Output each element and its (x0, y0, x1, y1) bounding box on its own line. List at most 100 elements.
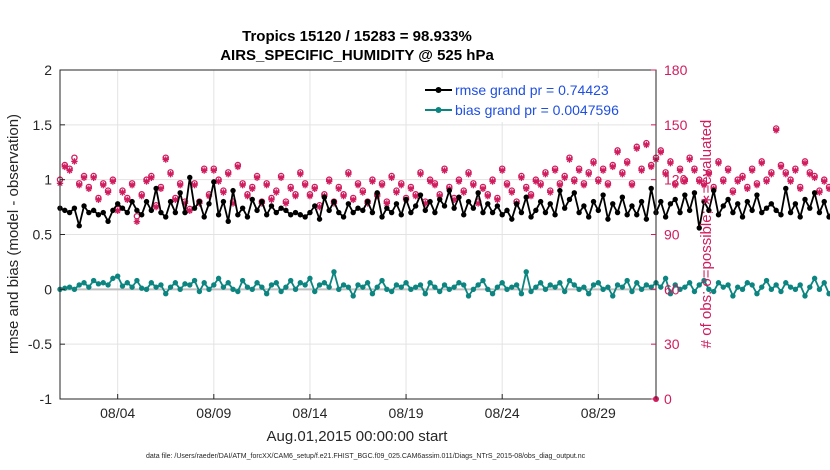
rmse-marker (134, 207, 140, 214)
y2-tick-label: 0 (664, 391, 672, 407)
obs-evaluated-marker (460, 189, 467, 196)
obs-evaluated-marker (200, 167, 208, 174)
bias-marker (624, 277, 630, 284)
bias-marker (797, 282, 803, 288)
obs-evaluated-marker (811, 174, 818, 182)
obs-evaluated-marker (638, 167, 645, 174)
asterisk-stroke (787, 178, 794, 185)
bias-marker (504, 286, 510, 293)
obs-evaluated-marker (128, 181, 136, 189)
bias-marker (821, 280, 827, 286)
rmse-marker (797, 214, 803, 220)
rmse-marker (288, 212, 294, 218)
bias-marker (225, 280, 231, 286)
rmse-marker (355, 205, 361, 211)
rmse-marker (465, 198, 472, 205)
bias-marker (230, 286, 236, 293)
asterisk-stroke (312, 186, 318, 192)
asterisk-stroke (360, 189, 366, 196)
rmse-marker (71, 205, 78, 211)
bias-marker (576, 286, 582, 293)
rmse-marker (480, 209, 486, 216)
rmse-marker (249, 196, 255, 203)
rmse-marker (263, 212, 270, 218)
asterisk-stroke (105, 189, 111, 196)
bias-marker (811, 275, 818, 282)
obs-evaluated-marker (494, 196, 501, 203)
y-tick-label: 2 (44, 62, 52, 78)
obs-evaluated-marker (657, 149, 665, 156)
asterisk-stroke (590, 160, 597, 166)
data-file-footnote: data file: /Users/raeder/DAI/ATM_forcXX/… (146, 453, 586, 460)
bias-marker (744, 280, 751, 286)
obs-evaluated-marker (484, 192, 491, 200)
asterisk-stroke (552, 167, 558, 174)
asterisk-stroke (518, 175, 525, 181)
bias-marker (62, 285, 68, 291)
bias-marker (672, 282, 678, 288)
bias-marker (129, 284, 135, 290)
bias-marker (297, 280, 304, 286)
bias-marker (682, 284, 688, 290)
legend: rmse grand pr = 0.74423 bias grand pr = … (422, 78, 652, 122)
rmse-marker (393, 201, 400, 207)
rmse-marker (634, 212, 640, 218)
rmse-marker (586, 214, 592, 220)
bias-marker (345, 284, 352, 290)
bias-marker (619, 284, 626, 290)
legend-bias-label: bias grand pr = 0.0047596 (455, 102, 619, 118)
asterisk-stroke (220, 189, 227, 196)
rmse-marker (499, 212, 505, 218)
rmse-marker (658, 198, 664, 205)
bias-marker (552, 284, 558, 290)
obs-evaluated-marker (417, 170, 424, 178)
rmse-marker (129, 198, 135, 205)
obs-evaluated-marker (772, 127, 780, 134)
rmse-marker (720, 203, 726, 209)
asterisk-stroke (408, 186, 414, 192)
rmse-marker (191, 205, 198, 211)
asterisk-stroke (355, 182, 361, 188)
obs-evaluated-marker (609, 163, 616, 171)
asterisk-stroke (417, 171, 424, 177)
obs-evaluated-marker (787, 178, 794, 185)
asterisk-stroke (504, 182, 510, 188)
bias-marker (667, 291, 674, 297)
asterisk-stroke (201, 167, 207, 174)
obs-evaluated-marker (825, 185, 830, 193)
obs-evaluated-marker (311, 185, 318, 193)
asterisk-stroke (62, 164, 68, 170)
y-axis-right: 180 150 120 90 60 30 0 (651, 62, 688, 407)
bias-marker (614, 282, 621, 288)
asterisk-stroke (398, 182, 404, 188)
asterisk-stroke (119, 189, 126, 196)
bias-marker (244, 284, 251, 290)
bias-marker (465, 293, 472, 299)
asterisk-stroke (494, 197, 501, 203)
rmse-marker (600, 192, 606, 198)
bias-marker (730, 293, 736, 299)
legend-rmse-label: rmse grand pr = 0.74423 (455, 82, 609, 98)
obs-evaluated-marker (176, 181, 184, 189)
obs-evaluated-marker (715, 160, 722, 167)
bias-marker (312, 288, 318, 295)
bias-marker (485, 286, 491, 293)
asterisk-stroke (379, 182, 385, 188)
obs-evaluated-marker (220, 189, 227, 196)
asterisk-stroke (239, 182, 246, 188)
rmse-marker (211, 179, 217, 185)
obs-evaluated-marker (604, 181, 612, 189)
obs-evaluated-marker (580, 181, 588, 189)
asterisk-stroke (499, 167, 505, 174)
x-tick-label: 08/29 (581, 405, 616, 421)
rmse-marker (542, 209, 549, 216)
bias-marker (638, 286, 645, 293)
rmse-marker (744, 198, 751, 205)
obs-evaluated-marker (191, 181, 198, 189)
bias-marker (417, 282, 424, 288)
asterisk-stroke (225, 171, 231, 177)
rmse-marker (163, 214, 169, 220)
rmse-marker (451, 205, 457, 211)
rmse-marker (547, 201, 553, 207)
bias-marker (384, 286, 390, 293)
